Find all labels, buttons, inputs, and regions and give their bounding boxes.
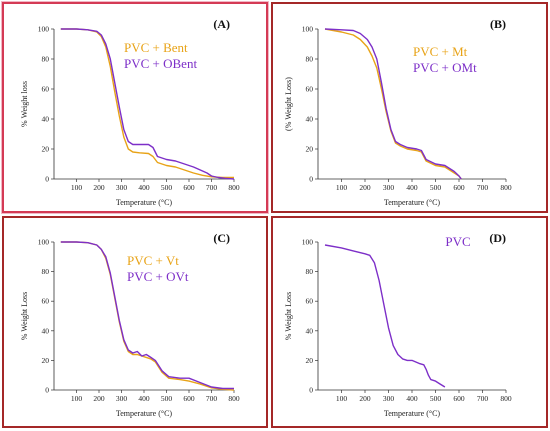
x-tick-label: 300 xyxy=(383,183,395,192)
x-tick-label: 400 xyxy=(138,394,150,403)
x-axis-title: Temperature (°C) xyxy=(384,198,441,207)
chart-d: 100 200 300 400 500 600 700 800 0 20 40 60 80 100 Temp… xyxy=(284,231,512,418)
x-tick-label: 700 xyxy=(206,394,218,403)
legend-entry: PVC + OMt xyxy=(413,60,477,75)
series-line-a-0 xyxy=(60,28,234,179)
y-tick-label: 0 xyxy=(45,386,49,395)
y-axis-title: % Weight Loss xyxy=(20,292,29,341)
panel-b: 100 200 300 400 500 600 700 800 0 20 40 60 80 100 Temp… xyxy=(271,2,548,213)
x-tick-label: 600 xyxy=(183,394,195,403)
y-axis-title: (% Weight Loss) xyxy=(284,77,293,131)
y-tick-label: 100 xyxy=(38,238,50,247)
y-tick-label: 60 xyxy=(306,85,314,94)
x-tick-label: 700 xyxy=(477,183,489,192)
y-tick-label: 80 xyxy=(306,267,314,276)
y-tick-label: 100 xyxy=(302,238,314,247)
x-tick-label: 200 xyxy=(359,394,371,403)
panel-label: (D) xyxy=(489,231,506,245)
x-tick-label: 500 xyxy=(430,183,442,192)
chart-a: 100 200 300 400 500 600 700 800 0 20 40 60 80 100 Temp… xyxy=(20,17,240,207)
x-tick-label: 100 xyxy=(71,183,83,192)
y-axis-title: % Weight loss xyxy=(20,81,29,127)
legend-entry: PVC + OVt xyxy=(127,269,189,284)
x-tick-label: 100 xyxy=(71,394,83,403)
panel-a: 100 200 300 400 500 600 700 800 0 20 40 60 80 100 Temp… xyxy=(2,2,268,213)
y-tick-label: 40 xyxy=(42,326,50,335)
x-tick-label: 800 xyxy=(228,394,240,403)
y-tick-label: 80 xyxy=(42,267,50,276)
x-axis-title: Temperature (°C) xyxy=(116,198,173,207)
x-tick-label: 200 xyxy=(359,183,371,192)
x-tick-label: 500 xyxy=(161,394,173,403)
x-tick-label: 400 xyxy=(138,183,150,192)
x-tick-label: 300 xyxy=(116,394,128,403)
y-tick-label: 20 xyxy=(42,145,50,154)
y-tick-label: 80 xyxy=(306,55,314,64)
y-tick-label: 0 xyxy=(45,175,49,184)
y-tick-label: 100 xyxy=(38,25,50,34)
series-line-a-1 xyxy=(60,28,235,180)
x-tick-label: 500 xyxy=(430,394,442,403)
y-tick-label: 60 xyxy=(306,297,314,306)
x-tick-label: 600 xyxy=(453,183,465,192)
x-tick-label: 600 xyxy=(453,394,465,403)
x-tick-label: 300 xyxy=(383,394,395,403)
panel-d: 100 200 300 400 500 600 700 800 0 20 40 60 80 100 Temp… xyxy=(271,216,548,428)
y-tick-label: 40 xyxy=(306,326,314,335)
x-tick-label: 400 xyxy=(406,183,418,192)
y-tick-label: 20 xyxy=(306,145,314,154)
y-tick-label: 0 xyxy=(309,175,313,184)
legend-entry: PVC + Bent xyxy=(124,40,188,55)
x-tick-label: 800 xyxy=(500,183,512,192)
x-tick-label: 400 xyxy=(406,394,418,403)
x-tick-label: 700 xyxy=(206,183,218,192)
y-tick-label: 80 xyxy=(42,55,50,64)
legend-entry: PVC + Vt xyxy=(127,253,179,268)
y-tick-label: 100 xyxy=(302,25,314,34)
series-line-b-0 xyxy=(324,28,462,180)
x-tick-label: 200 xyxy=(93,394,105,403)
chart-b: 100 200 300 400 500 600 700 800 0 20 40 60 80 100 Temp… xyxy=(284,17,512,207)
y-tick-label: 40 xyxy=(306,115,314,124)
y-tick-label: 40 xyxy=(42,115,50,124)
x-tick-label: 100 xyxy=(336,183,348,192)
y-tick-label: 20 xyxy=(306,356,314,365)
panel-label: (C) xyxy=(213,231,230,245)
x-tick-label: 800 xyxy=(228,183,240,192)
panel-label: (B) xyxy=(490,17,506,31)
x-tick-label: 700 xyxy=(477,394,489,403)
legend-entry: PVC xyxy=(445,234,470,249)
x-tick-label: 100 xyxy=(336,394,348,403)
x-axis-title: Temperature (°C) xyxy=(116,409,173,418)
panel-c: 100 200 300 400 500 600 700 800 0 20 40 60 80 100 Temp… xyxy=(2,216,268,428)
chart-c: 100 200 300 400 500 600 700 800 0 20 40 60 80 100 Temp… xyxy=(20,231,240,418)
y-tick-label: 60 xyxy=(42,297,50,306)
series-line-b-1 xyxy=(324,28,462,180)
series-line-d-0 xyxy=(324,244,446,388)
panel-label: (A) xyxy=(213,17,230,31)
x-tick-label: 600 xyxy=(183,183,195,192)
x-tick-label: 800 xyxy=(500,394,512,403)
y-tick-label: 0 xyxy=(309,386,313,395)
legend-entry: PVC + Mt xyxy=(413,44,468,59)
x-axis-title: Temperature (°C) xyxy=(384,409,441,418)
x-tick-label: 300 xyxy=(116,183,128,192)
legend-entry: PVC + OBent xyxy=(124,56,197,71)
series-line-c-1 xyxy=(60,241,234,390)
y-axis-title: % Weight Loss xyxy=(284,292,293,341)
y-tick-label: 60 xyxy=(42,85,50,94)
y-tick-label: 20 xyxy=(42,356,50,365)
x-tick-label: 500 xyxy=(161,183,173,192)
x-tick-label: 200 xyxy=(93,183,105,192)
